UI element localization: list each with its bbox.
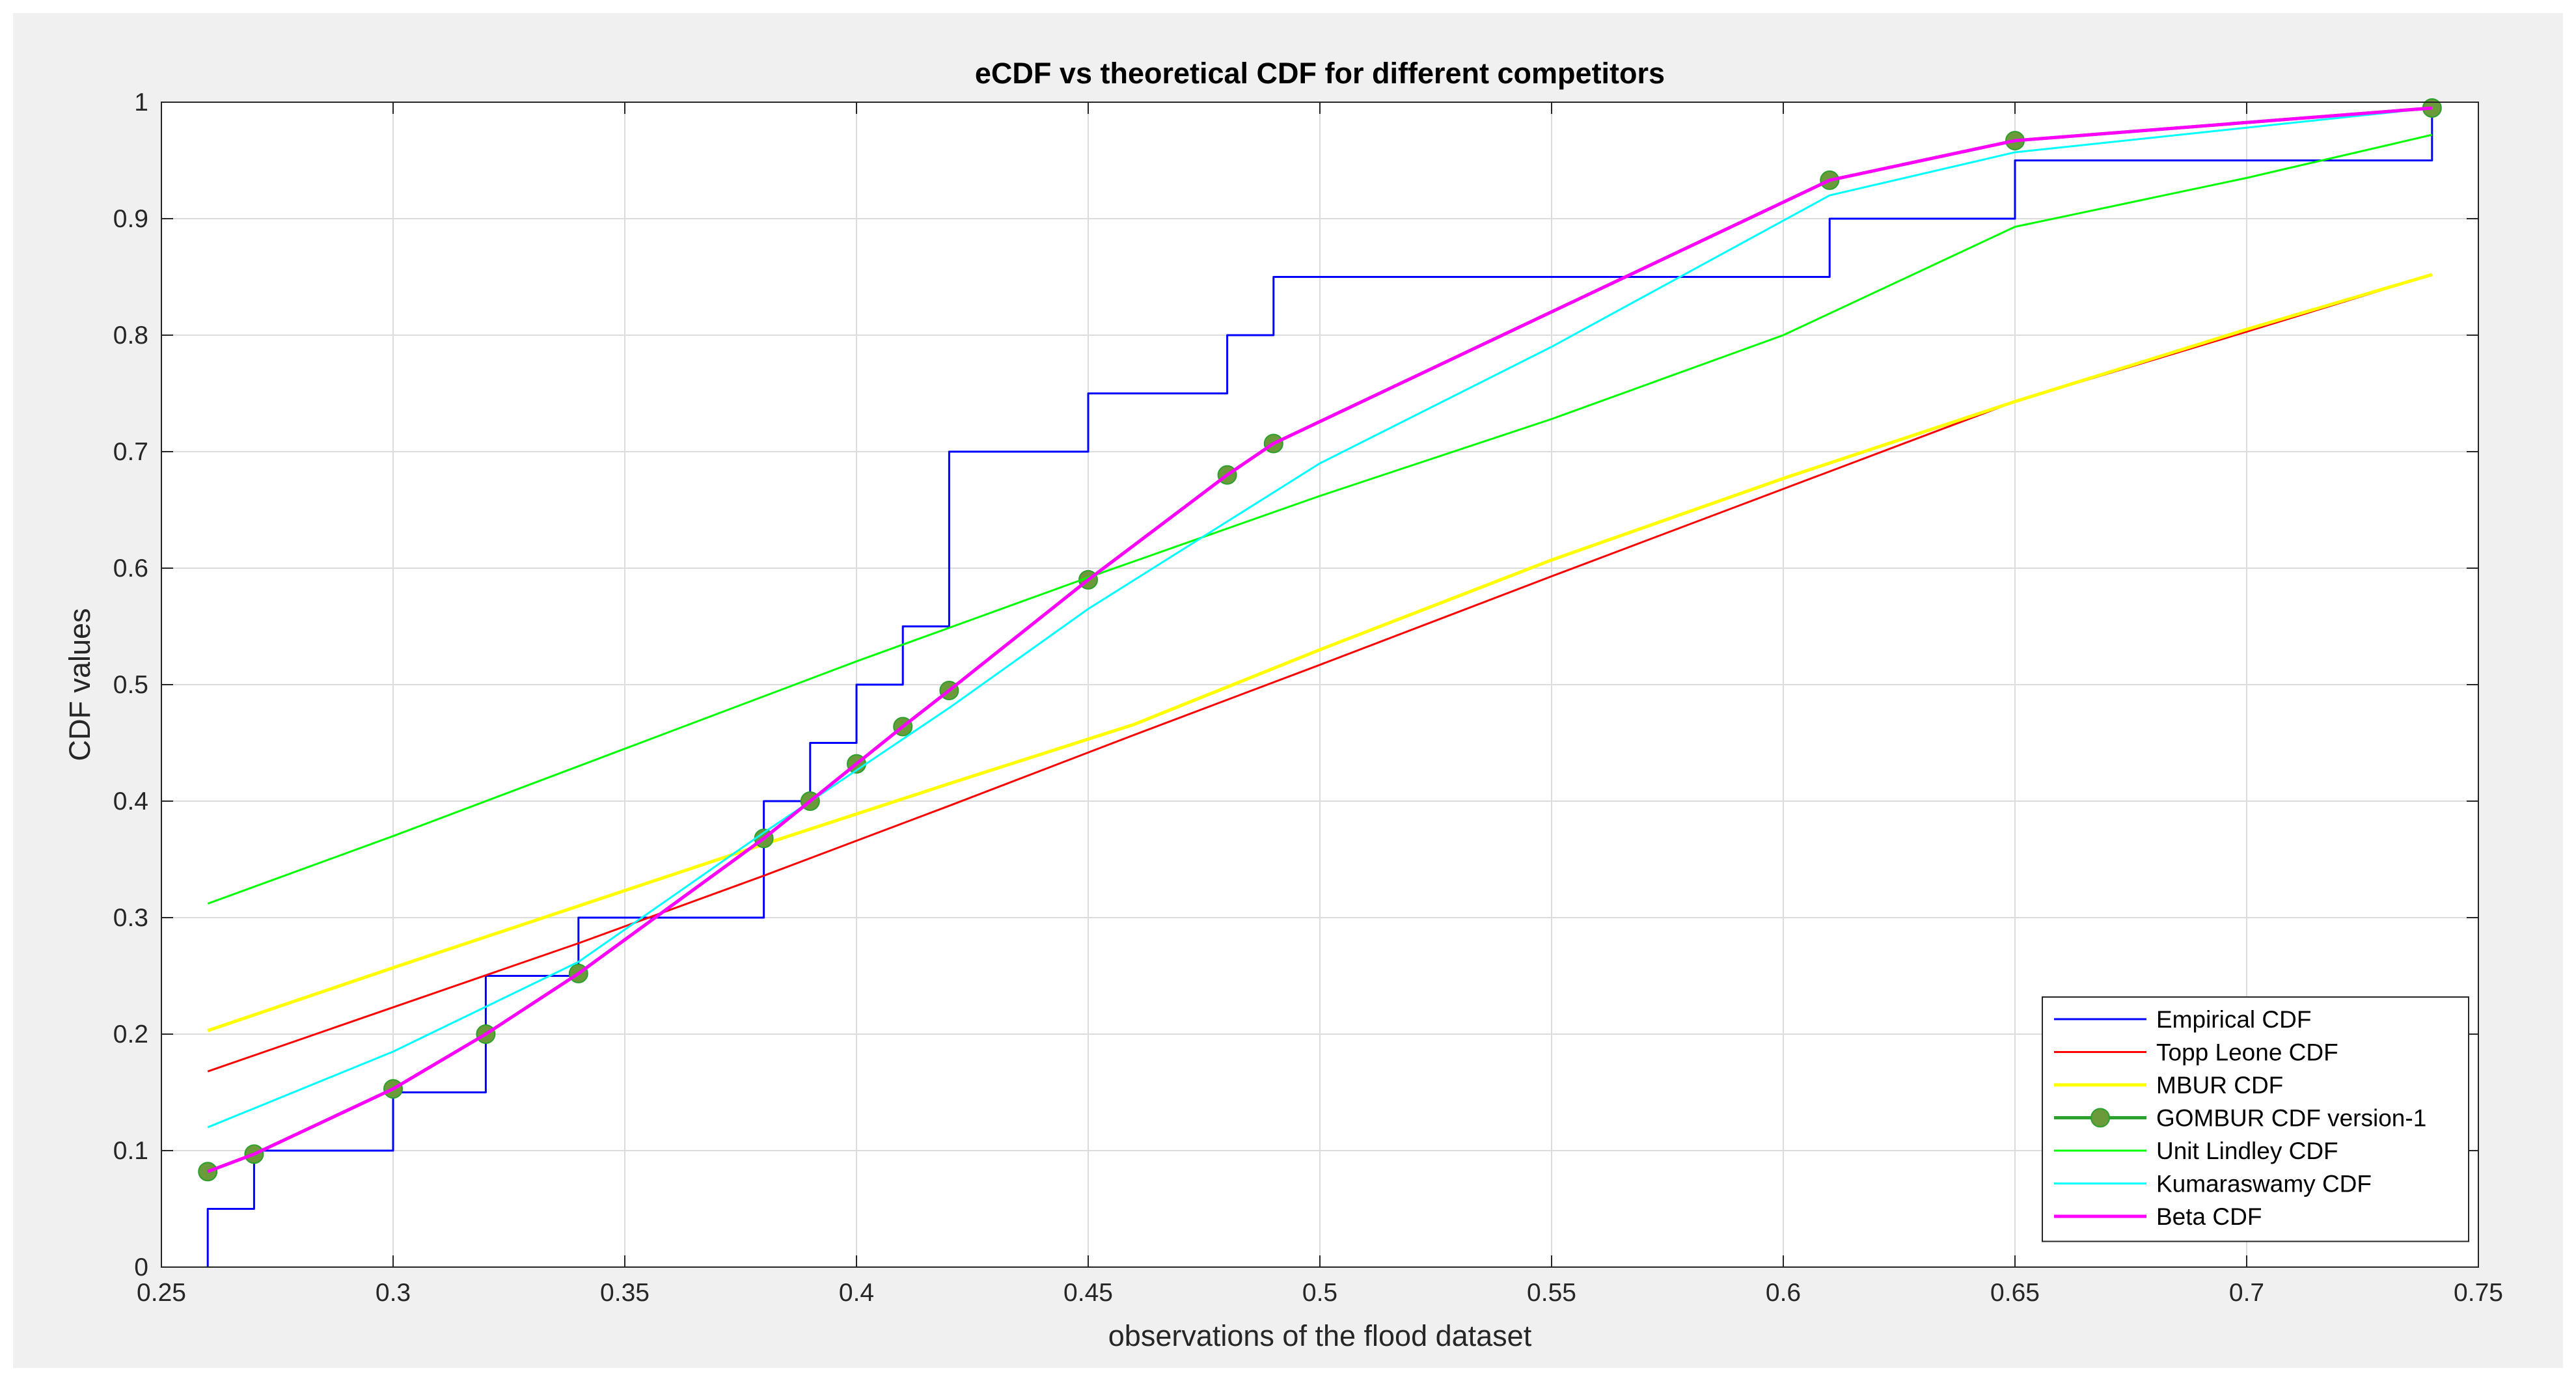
series-line-mbur-cdf <box>207 273 2433 1032</box>
legend-label: Unit Lindley CDF <box>2156 1138 2338 1164</box>
x-tick-label: 0.3 <box>376 1279 411 1307</box>
legend-label: Kumaraswamy CDF <box>2156 1171 2372 1197</box>
y-tick-label: 0.2 <box>113 1020 148 1048</box>
y-tick-label: 0.7 <box>113 438 148 466</box>
legend: Empirical CDF Topp Leone CDF MBUR CDF GOMBU… <box>2042 996 2469 1242</box>
legend-marker <box>2090 1108 2110 1128</box>
y-tick-label: 1 <box>134 89 148 116</box>
legend-label: GOMBUR CDF version-1 <box>2156 1105 2426 1132</box>
x-tick-label: 0.6 <box>1766 1279 1801 1307</box>
series-line-unit-lindley-cdf <box>207 133 2433 905</box>
x-tick-label: 0.55 <box>1527 1279 1576 1307</box>
x-tick-label: 0.4 <box>839 1279 874 1307</box>
y-tick-label: 0.5 <box>113 671 148 699</box>
x-tick-label: 0.35 <box>600 1279 650 1307</box>
x-tick-label: 0.25 <box>137 1279 186 1307</box>
y-tick-label: 0.3 <box>113 904 148 932</box>
series-layer <box>198 98 2442 1267</box>
legend-label: MBUR CDF <box>2156 1072 2283 1099</box>
series-line-beta-cdf <box>207 106 2432 1173</box>
y-tick-label: 0.4 <box>113 787 148 815</box>
x-axis-label: observations of the flood dataset <box>1108 1319 1532 1352</box>
x-tick-label: 0.65 <box>1990 1279 2040 1307</box>
legend-label: Topp Leone CDF <box>2156 1039 2338 1066</box>
y-tick-label: 0.8 <box>113 321 148 349</box>
y-axis-label: CDF values <box>63 608 96 761</box>
y-tick-label: 0.9 <box>113 205 148 233</box>
series-line-empirical-cdf <box>206 102 2433 1267</box>
y-tick-label: 0 <box>134 1253 148 1281</box>
legend-label: Empirical CDF <box>2156 1006 2311 1033</box>
ticks: 0.25 0.3 0.35 0.4 0.45 0.5 0.55 0.6 0.65 0.7 0.75 0… <box>113 89 2503 1307</box>
y-tick-label: 0.1 <box>113 1137 148 1165</box>
legend-label: Beta CDF <box>2156 1203 2262 1230</box>
chart-title: eCDF vs theoretical CDF for different co… <box>975 57 1665 90</box>
y-tick-label: 0.6 <box>113 554 148 582</box>
x-tick-label: 0.75 <box>2454 1279 2503 1307</box>
x-tick-label: 0.5 <box>1302 1279 1337 1307</box>
x-tick-label: 0.7 <box>2229 1279 2264 1307</box>
x-tick-label: 0.45 <box>1063 1279 1113 1307</box>
series-line-kumaraswamy-cdf <box>207 107 2432 1128</box>
